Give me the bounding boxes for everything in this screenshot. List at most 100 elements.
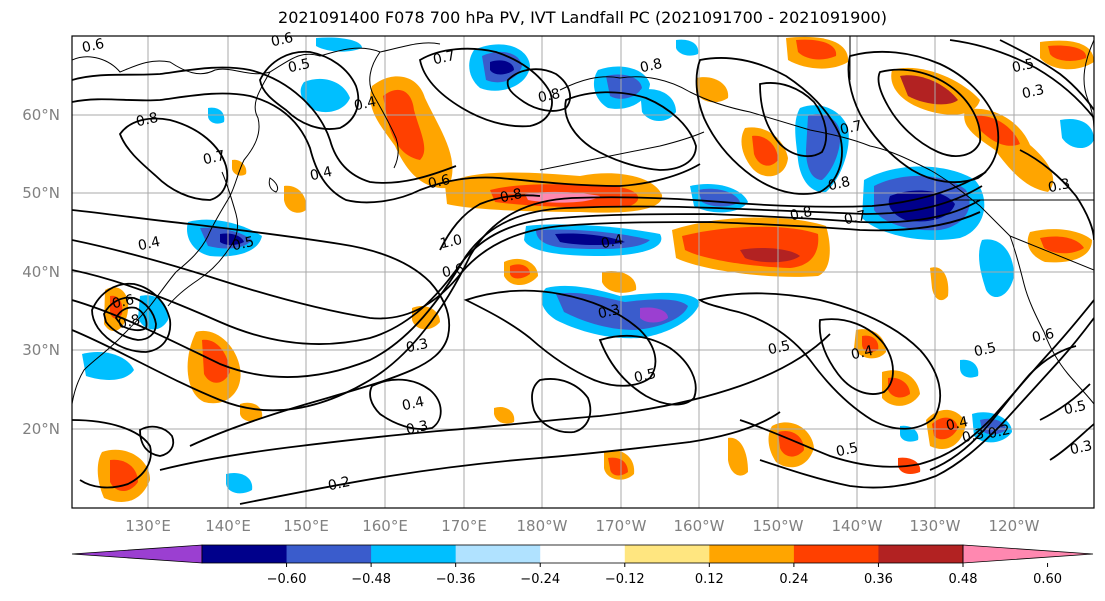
contour-label: 0.3 <box>1069 438 1094 458</box>
lon-label: 140°E <box>205 517 251 535</box>
ivt-contour <box>103 296 157 341</box>
contour-label: 0.5 <box>973 340 998 360</box>
map-content <box>72 36 1094 508</box>
contour-label: 0.8 <box>537 86 562 106</box>
coastline-siberia <box>72 71 271 405</box>
ivt-contour <box>531 378 592 434</box>
coastline-us-west <box>1083 39 1094 131</box>
contour-label: 0.4 <box>945 414 970 434</box>
lon-label: 170°W <box>596 517 647 535</box>
colorbar-segment <box>202 545 288 563</box>
contour-label: 0.7 <box>432 48 457 68</box>
colorbar-tick-label: −0.48 <box>351 572 391 587</box>
contour-label: 0.5 <box>633 366 658 386</box>
ivt-contour <box>239 411 781 505</box>
contour-label: 0.5 <box>287 56 312 76</box>
ivt-contour <box>877 68 982 157</box>
ivt-contour <box>114 306 148 332</box>
positive-anomaly-region <box>796 39 837 60</box>
colorbar-segment <box>286 545 372 563</box>
contour-label: 0.5 <box>767 338 792 358</box>
contour-label: 0.2 <box>987 422 1012 442</box>
lon-labels: 130°E 140°E 150°E 160°E 170°E 180°W 170°… <box>125 517 1039 535</box>
ivt-contour <box>949 39 1094 119</box>
map-frame <box>71 35 1095 509</box>
positive-anomaly-region <box>740 248 800 263</box>
negative-anomaly-region <box>640 89 676 121</box>
contour-label: 0.7 <box>843 208 868 228</box>
positive-anomaly-region <box>494 406 515 424</box>
map-title: 2021091400 F078 700 hPa PV, IVT Landfall… <box>278 8 887 27</box>
lon-label: 180°W <box>517 517 568 535</box>
lon-label: 130°E <box>125 517 171 535</box>
contour-label: 0.5 <box>1063 398 1088 418</box>
contour-label: 0.5 <box>1011 56 1036 76</box>
ivt-contour <box>72 92 701 204</box>
contour-label: 0.6 <box>441 261 466 281</box>
contour-label: 0.7 <box>839 118 864 138</box>
lat-label-30n: 30°N <box>22 341 60 359</box>
negative-anomaly-region <box>676 39 699 56</box>
lon-label: 150°E <box>283 517 329 535</box>
positive-anomaly-region <box>932 417 958 440</box>
positive-anomaly-region <box>728 437 748 476</box>
contour-label: 0.8 <box>117 312 142 332</box>
contour-label: 0.4 <box>309 164 334 184</box>
contour-label: 0.8 <box>639 56 664 76</box>
contour-labels: 0.6 0.60.5 0.70.80.80.40.80.70.4 0.60.80.40… <box>81 30 1094 494</box>
negative-anomaly-region <box>640 307 668 323</box>
positive-anomaly-region <box>608 457 628 476</box>
ivt-contours <box>72 39 1094 505</box>
ivt-contour <box>72 185 983 379</box>
ivt-contour <box>598 334 697 406</box>
colorbar-tick-label: 0.48 <box>949 572 978 587</box>
lon-label: 160°E <box>362 517 408 535</box>
contour-label: 0.5 <box>231 234 256 254</box>
contour-label: 1.0 <box>439 232 464 252</box>
negative-anomaly-region <box>1060 118 1094 149</box>
coastlines <box>72 36 1094 405</box>
ivt-contour <box>695 57 843 195</box>
contour-label: 0.6 <box>270 30 295 50</box>
graticule <box>72 36 1094 508</box>
ivt-contour <box>564 91 697 171</box>
colorbar-segment <box>709 545 795 563</box>
colorbar-tick-label: 0.60 <box>1033 572 1062 587</box>
positive-anomaly-region <box>888 377 910 398</box>
colorbar-tick-label: 0.24 <box>779 572 808 587</box>
negative-anomaly-region <box>300 78 350 113</box>
coastline-aleutians <box>539 131 705 171</box>
ivt-contour <box>1019 149 1094 241</box>
contour-label: 0.3 <box>1047 176 1072 196</box>
ivt-contour <box>463 289 657 387</box>
coastline-kamchatka <box>369 51 399 169</box>
contour-label: 0.6 <box>81 36 106 56</box>
ivt-contour <box>759 317 1094 489</box>
negative-anomaly-region <box>888 190 955 222</box>
ivt-contour <box>929 345 1077 471</box>
negative-anomaly-region <box>979 239 1014 298</box>
ivt-contour <box>847 51 1000 184</box>
positive-anomaly-region <box>1040 236 1084 254</box>
negative-anomaly-region <box>208 107 225 124</box>
ivt-contour <box>759 82 828 158</box>
contour-label: 0.5 <box>835 440 860 460</box>
colorbar-outline <box>201 544 964 564</box>
ivt-contour <box>439 194 541 251</box>
colorbar-segment <box>624 545 710 563</box>
colorbar-tick-label: −0.36 <box>436 572 476 587</box>
colorbar-segment <box>371 545 457 563</box>
negative-anomaly-region <box>960 359 979 378</box>
ivt-contour <box>697 292 942 430</box>
ivt-contour <box>118 117 229 201</box>
colorbar-segment <box>793 545 879 563</box>
coastline-alaska <box>559 76 1011 237</box>
contour-label: 0.3 <box>1021 82 1046 102</box>
lat-label-40n: 40°N <box>22 263 60 281</box>
contour-label: 0.3 <box>405 336 430 356</box>
positive-anomaly-region <box>383 89 425 160</box>
ivt-contour <box>369 378 442 430</box>
ivt-contour <box>159 333 831 471</box>
contour-label: 0.4 <box>137 234 162 254</box>
